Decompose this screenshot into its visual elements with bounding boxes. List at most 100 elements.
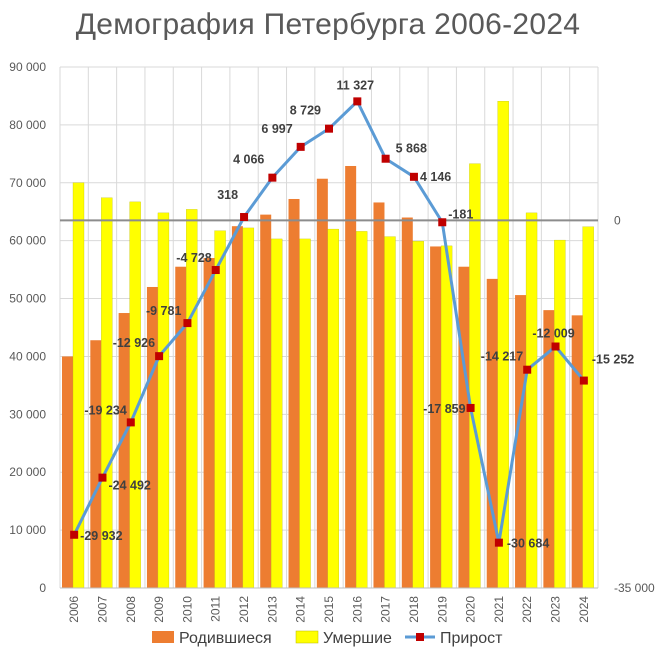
x-tick-label: 2024 <box>577 596 591 623</box>
growth-data-label: -4 728 <box>176 251 211 265</box>
bar-births <box>288 198 300 588</box>
bar-deaths <box>299 238 311 589</box>
chart-title: Демография Петербурга 2006-2024 <box>75 8 581 41</box>
growth-point <box>325 124 333 133</box>
growth-data-label: -15 252 <box>592 353 634 367</box>
bar-deaths <box>440 245 453 589</box>
growth-data-label: -181 <box>448 207 473 221</box>
bar-deaths <box>412 241 424 589</box>
growth-point <box>268 173 277 182</box>
bar-deaths <box>327 228 339 589</box>
x-tick-label: 2016 <box>350 596 364 623</box>
y2-tick-label: -35 000 <box>614 581 655 595</box>
bar-births <box>231 226 243 588</box>
legend-label-deaths: Умершие <box>323 630 392 647</box>
growth-data-label: 4 066 <box>233 153 264 167</box>
bar-deaths <box>271 238 283 589</box>
y-tick-label: 30 000 <box>9 407 46 421</box>
growth-data-label: 5 868 <box>396 142 427 156</box>
bar-deaths <box>384 236 396 589</box>
bar-births <box>486 278 498 588</box>
growth-data-label: 318 <box>217 188 238 202</box>
growth-point <box>126 418 135 427</box>
bar-births <box>90 340 102 588</box>
legend-label-births: Родившиеся <box>179 630 272 647</box>
bar-deaths <box>129 201 141 589</box>
bar-births <box>316 178 328 588</box>
x-tick-label: 2013 <box>265 596 279 623</box>
x-tick-label: 2015 <box>322 596 336 623</box>
y-tick-label: 90 000 <box>9 60 46 74</box>
growth-data-label: -29 932 <box>80 529 122 543</box>
growth-point <box>409 172 418 181</box>
growth-data-label: -9 781 <box>146 304 181 318</box>
growth-point <box>70 530 79 539</box>
growth-point <box>579 376 588 385</box>
x-tick-label: 2012 <box>237 596 251 623</box>
growth-data-label: 11 327 <box>337 78 375 92</box>
growth-point <box>466 403 475 412</box>
bar-births <box>401 217 413 588</box>
growth-point <box>155 352 164 361</box>
x-tick-label: 2011 <box>209 596 223 622</box>
growth-point <box>523 365 532 374</box>
x-tick-label: 2007 <box>95 596 109 623</box>
growth-point <box>381 154 390 163</box>
x-tick-label: 2008 <box>124 596 138 623</box>
bar-deaths <box>525 212 538 589</box>
growth-data-label: 6 997 <box>261 122 292 136</box>
growth-data-label: 4 146 <box>420 170 451 184</box>
y-tick-label: 50 000 <box>9 292 46 306</box>
bar-births <box>175 266 187 588</box>
y-tick-label: 0 <box>39 581 46 595</box>
x-tick-label: 2006 <box>67 596 81 623</box>
growth-point <box>494 538 503 547</box>
bar-deaths <box>469 163 481 589</box>
legend-swatch-deaths <box>295 630 319 644</box>
growth-point <box>551 342 560 351</box>
x-tick-label: 2017 <box>379 596 393 623</box>
x-tick-label: 2014 <box>294 596 308 623</box>
bar-deaths <box>582 226 594 589</box>
x-tick-label: 2019 <box>435 596 449 623</box>
growth-point <box>353 97 362 106</box>
bar-deaths <box>242 227 255 589</box>
bar-births <box>62 356 73 588</box>
bar-births <box>146 286 158 588</box>
growth-data-label: 8 729 <box>290 104 321 118</box>
growth-point <box>296 142 305 151</box>
legend-swatch-births <box>152 631 174 643</box>
x-tick-label: 2018 <box>407 596 421 623</box>
x-tick-label: 2010 <box>180 596 194 623</box>
y-tick-label: 10 000 <box>9 523 46 537</box>
bar-births <box>118 313 130 588</box>
legend-swatch-growth-marker <box>416 633 424 641</box>
growth-point <box>98 473 107 482</box>
bar-deaths <box>186 209 198 589</box>
x-tick-label: 2021 <box>492 596 506 623</box>
growth-data-label: -30 684 <box>507 537 549 551</box>
growth-data-label: -24 492 <box>108 479 150 493</box>
growth-data-label: -19 234 <box>84 403 126 417</box>
bar-births <box>373 202 385 588</box>
growth-data-label: -14 217 <box>481 350 523 364</box>
x-tick-label: 2023 <box>549 596 563 623</box>
bar-births <box>458 266 470 588</box>
y-tick-label: 20 000 <box>9 465 46 479</box>
growth-data-label: -12 926 <box>113 336 155 350</box>
y-tick-label: 80 000 <box>9 118 46 132</box>
growth-point <box>211 266 220 275</box>
growth-data-label: -12 009 <box>532 327 574 341</box>
bar-births <box>543 310 555 588</box>
growth-point <box>183 319 192 328</box>
growth-data-label: -17 859 <box>423 402 465 416</box>
bar-births <box>203 258 215 588</box>
y-tick-label: 70 000 <box>9 176 46 190</box>
bar-births <box>571 315 583 588</box>
bar-births <box>260 214 272 588</box>
x-tick-label: 2022 <box>520 596 534 623</box>
bar-births <box>515 295 527 588</box>
bar-births <box>430 246 442 588</box>
